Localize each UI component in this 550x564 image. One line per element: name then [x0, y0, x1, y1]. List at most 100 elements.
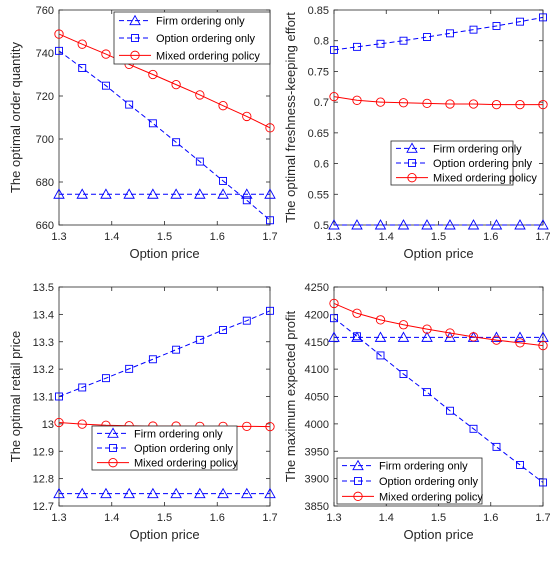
data-point: [445, 328, 455, 338]
x-axis-label: Option price: [129, 527, 199, 542]
legend-label: Firm ordering only: [433, 143, 522, 155]
data-point: [353, 332, 361, 341]
y-tick-label: 0.75: [308, 66, 329, 78]
series-firm: [53, 487, 276, 499]
data-point: [514, 219, 526, 230]
data-point: [125, 100, 134, 109]
data-point: [516, 460, 524, 469]
y-tick-label: 700: [36, 134, 54, 146]
data-point: [78, 64, 87, 73]
x-tick-label: 1.3: [326, 231, 341, 243]
data-point: [53, 487, 65, 499]
x-tick-label: 1.4: [379, 512, 394, 524]
x-tick-label: 1.7: [535, 512, 550, 524]
data-point: [78, 383, 87, 392]
data-point: [54, 29, 64, 39]
y-tick-label: 13.3: [33, 337, 54, 349]
y-tick-label: 3850: [305, 501, 329, 513]
x-tick-label: 1.4: [104, 512, 119, 524]
y-tick-label: 740: [36, 48, 54, 60]
data-point: [351, 219, 363, 230]
data-point: [194, 188, 206, 199]
chart-panel-2: 1.3 1.4 1.5 1.6 1.7 0.5 0.55 0.6 0.65 0.7 0.75 0.8 0…: [283, 5, 550, 261]
y-tick-label: 0.5: [314, 220, 329, 232]
x-tick-label: 1.5: [431, 512, 446, 524]
data-point: [148, 69, 158, 80]
data-point: [147, 487, 159, 499]
x-tick-label: 1.6: [483, 512, 498, 524]
legend-marker: [107, 427, 119, 438]
y-tick-label: 13.5: [33, 282, 54, 294]
y-tick-label: 0.55: [308, 189, 329, 201]
y-tick-label: 660: [36, 220, 54, 232]
series-line: [333, 302, 544, 347]
data-point: [421, 331, 433, 342]
chart-panel-1: 1.3 1.4 1.5 1.6 1.7 660 680 700 720 740 760 Option …: [8, 5, 278, 261]
data-point: [491, 99, 502, 110]
y-tick-label: 4000: [305, 419, 329, 431]
data-point: [538, 99, 548, 110]
legend-marker: [129, 14, 141, 26]
legend-marker: [353, 491, 363, 501]
data-point: [266, 216, 274, 225]
data-point: [219, 326, 228, 334]
legend-marker: [352, 459, 364, 471]
data-point: [265, 421, 275, 432]
data-point: [491, 335, 502, 345]
data-point: [219, 176, 228, 185]
series-line: [58, 33, 271, 129]
legend: Firm ordering only Option ordering only Mi…: [336, 457, 483, 505]
data-point: [242, 196, 251, 205]
series-option: [330, 13, 547, 54]
series-line: [58, 310, 271, 397]
data-point: [352, 95, 362, 105]
data-point: [330, 45, 338, 54]
y-tick-label: 12.7: [33, 501, 54, 513]
data-point: [147, 188, 159, 199]
data-point: [55, 392, 63, 401]
data-point: [218, 101, 228, 111]
legend-marker: [406, 142, 418, 153]
y-tick-label: 4100: [305, 364, 329, 376]
legend-marker: [408, 159, 416, 167]
legend-label: Option ordering only: [156, 33, 256, 45]
data-point: [397, 331, 410, 342]
legend-label: Option ordering only: [134, 443, 234, 455]
data-point: [397, 219, 410, 230]
data-point: [469, 25, 478, 34]
data-point: [172, 138, 181, 147]
data-point: [101, 49, 111, 59]
data-point: [266, 306, 274, 315]
x-tick-label: 1.5: [157, 231, 172, 243]
data-point: [77, 39, 87, 49]
data-point: [468, 332, 479, 342]
data-point: [374, 331, 387, 342]
data-point: [101, 374, 110, 383]
y-tick-label: 3900: [305, 474, 329, 486]
x-tick-label: 1.7: [262, 512, 277, 524]
legend-label: Firm ordering only: [379, 461, 468, 473]
x-axis-label: Option price: [129, 246, 199, 261]
legend-label: Firm ordering only: [134, 428, 223, 440]
x-axis-label: Option price: [403, 246, 473, 261]
data-point: [376, 39, 385, 48]
series-firm: [53, 188, 276, 199]
data-point: [264, 487, 276, 499]
data-point: [492, 22, 501, 30]
y-tick-label: 13.4: [33, 309, 54, 321]
x-tick-label: 1.4: [379, 231, 394, 243]
legend-marker: [130, 50, 140, 60]
data-point: [242, 111, 252, 122]
data-point: [444, 219, 456, 230]
series-mixed: [329, 91, 548, 110]
data-point: [171, 79, 181, 90]
data-point: [375, 315, 386, 325]
data-point: [398, 320, 409, 330]
y-tick-label: 0.8: [314, 36, 329, 48]
y-tick-label: 13.2: [33, 364, 54, 376]
legend-marker: [407, 173, 417, 183]
y-tick-label: 720: [36, 91, 54, 103]
legend: Firm ordering only Option ordering only Mi…: [390, 140, 537, 186]
data-point: [423, 33, 431, 41]
